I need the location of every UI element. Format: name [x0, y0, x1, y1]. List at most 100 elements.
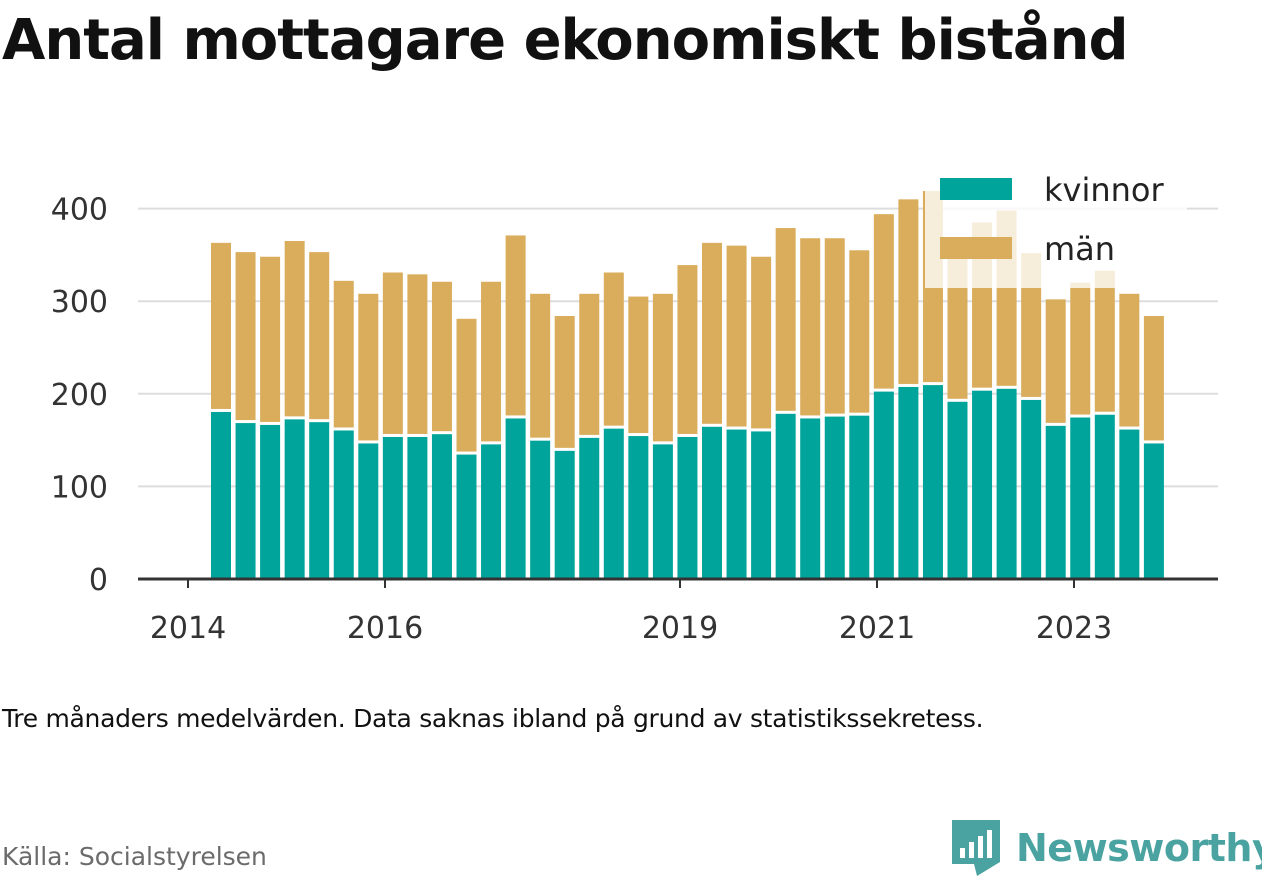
- bar-man: [1119, 293, 1140, 427]
- y-tick-label: 200: [51, 378, 108, 413]
- bar-kvinnor: [726, 429, 747, 579]
- bar-kvinnor: [505, 418, 526, 579]
- bar-man: [800, 238, 821, 416]
- source-credit: Källa: Socialstyrelsen: [2, 842, 267, 871]
- y-tick-label: 0: [89, 563, 108, 598]
- bar-man: [407, 274, 428, 434]
- bar-kvinnor: [1045, 425, 1066, 579]
- bar-man: [873, 214, 894, 389]
- bar-kvinnor: [481, 444, 502, 579]
- bar-man: [309, 252, 330, 420]
- bar-man: [382, 272, 403, 434]
- bar-man: [1045, 299, 1066, 423]
- bar-kvinnor: [407, 436, 428, 579]
- newsworthy-logo: Newsworthy: [950, 818, 1262, 878]
- bar-kvinnor: [554, 450, 575, 579]
- bar-kvinnor: [1143, 443, 1164, 579]
- bar-man: [603, 272, 624, 426]
- bar-man: [751, 256, 772, 429]
- bar-kvinnor: [972, 390, 993, 579]
- bar-man: [849, 250, 870, 413]
- legend: kvinnor män: [925, 168, 1187, 288]
- x-tick-label: 2023: [1036, 611, 1112, 646]
- bar-kvinnor: [996, 388, 1017, 579]
- bar-man: [431, 281, 452, 432]
- bar-kvinnor: [873, 391, 894, 579]
- bar-man: [358, 293, 379, 441]
- bar-kvinnor: [1021, 399, 1042, 579]
- bar-kvinnor: [898, 386, 919, 579]
- bar-kvinnor: [1070, 417, 1091, 579]
- bar-man: [677, 265, 698, 434]
- bar-man: [260, 256, 281, 422]
- bar-kvinnor: [382, 436, 403, 579]
- bars: [211, 191, 1164, 579]
- bar-man: [211, 242, 231, 409]
- bar-kvinnor: [751, 431, 772, 579]
- bar-kvinnor: [309, 422, 330, 579]
- bar-kvinnor: [702, 426, 722, 579]
- y-tick-label: 400: [51, 193, 108, 228]
- chart-title: Antal mottagare ekonomiskt bistånd: [2, 8, 1129, 73]
- bar-kvinnor: [431, 434, 452, 579]
- x-tick-label: 2014: [150, 611, 226, 646]
- bar-man: [284, 241, 305, 417]
- bar-kvinnor: [947, 401, 968, 579]
- x-tick-labels: 2014 2016 2019 2021 2023: [150, 611, 1112, 646]
- y-tick-labels: 0 100 200 300 400: [51, 193, 108, 598]
- legend-label-kvinnor: kvinnor: [1044, 171, 1165, 209]
- bar-man: [824, 238, 845, 414]
- x-tick-label: 2021: [839, 611, 915, 646]
- bar-kvinnor: [358, 443, 379, 579]
- bar-kvinnor: [628, 436, 649, 579]
- bar-kvinnor: [1094, 414, 1115, 579]
- bar-man: [1094, 270, 1115, 412]
- x-tick-label: 2019: [642, 611, 718, 646]
- bar-kvinnor: [824, 416, 845, 579]
- chart-note: Tre månaders medelvärden. Data saknas ib…: [2, 704, 984, 733]
- bar-kvinnor: [775, 413, 796, 579]
- bar-kvinnor: [211, 411, 231, 579]
- legend-swatch-kvinnor: [940, 178, 1012, 200]
- bar-man: [775, 228, 796, 411]
- bar-man: [726, 245, 747, 427]
- bar-man: [505, 235, 526, 416]
- bar-man: [235, 252, 256, 421]
- y-tick-label: 100: [51, 470, 108, 505]
- bar-kvinnor: [677, 436, 698, 579]
- bar-man: [628, 296, 649, 434]
- bar-man: [481, 281, 502, 442]
- bar-kvinnor: [922, 385, 943, 579]
- bar-kvinnor: [333, 430, 354, 579]
- bar-man: [1021, 253, 1042, 397]
- y-tick-label: 300: [51, 285, 108, 320]
- x-tick-label: 2016: [347, 611, 423, 646]
- bar-kvinnor: [800, 418, 821, 579]
- bar-kvinnor: [1119, 429, 1140, 579]
- bar-kvinnor: [849, 415, 870, 579]
- stacked-bar-chart: 0 100 200 300 400 2014 2016 2019 2021 2023 kvinn…: [51, 168, 1218, 646]
- bar-kvinnor: [235, 423, 256, 579]
- bar-man: [1143, 316, 1164, 441]
- bar-man: [1070, 282, 1091, 415]
- bar-man: [554, 316, 575, 448]
- bar-kvinnor: [652, 444, 673, 579]
- bar-man: [702, 242, 722, 424]
- bar-man: [652, 293, 673, 442]
- bar-kvinnor: [603, 428, 624, 579]
- bar-kvinnor: [579, 437, 600, 579]
- x-axis: [138, 577, 1218, 588]
- bar-kvinnor: [284, 419, 305, 579]
- bar-man: [947, 252, 968, 399]
- newsworthy-logo-icon: [952, 820, 1000, 876]
- bar-man: [579, 293, 600, 435]
- bar-kvinnor: [530, 440, 551, 579]
- legend-label-man: män: [1044, 230, 1115, 268]
- bar-kvinnor: [260, 424, 281, 579]
- bar-man: [898, 199, 919, 384]
- bar-man: [456, 318, 477, 452]
- bar-man: [530, 293, 551, 438]
- legend-swatch-man: [940, 237, 1012, 259]
- brand-name: Newsworthy: [1016, 826, 1262, 870]
- bar-kvinnor: [456, 454, 477, 579]
